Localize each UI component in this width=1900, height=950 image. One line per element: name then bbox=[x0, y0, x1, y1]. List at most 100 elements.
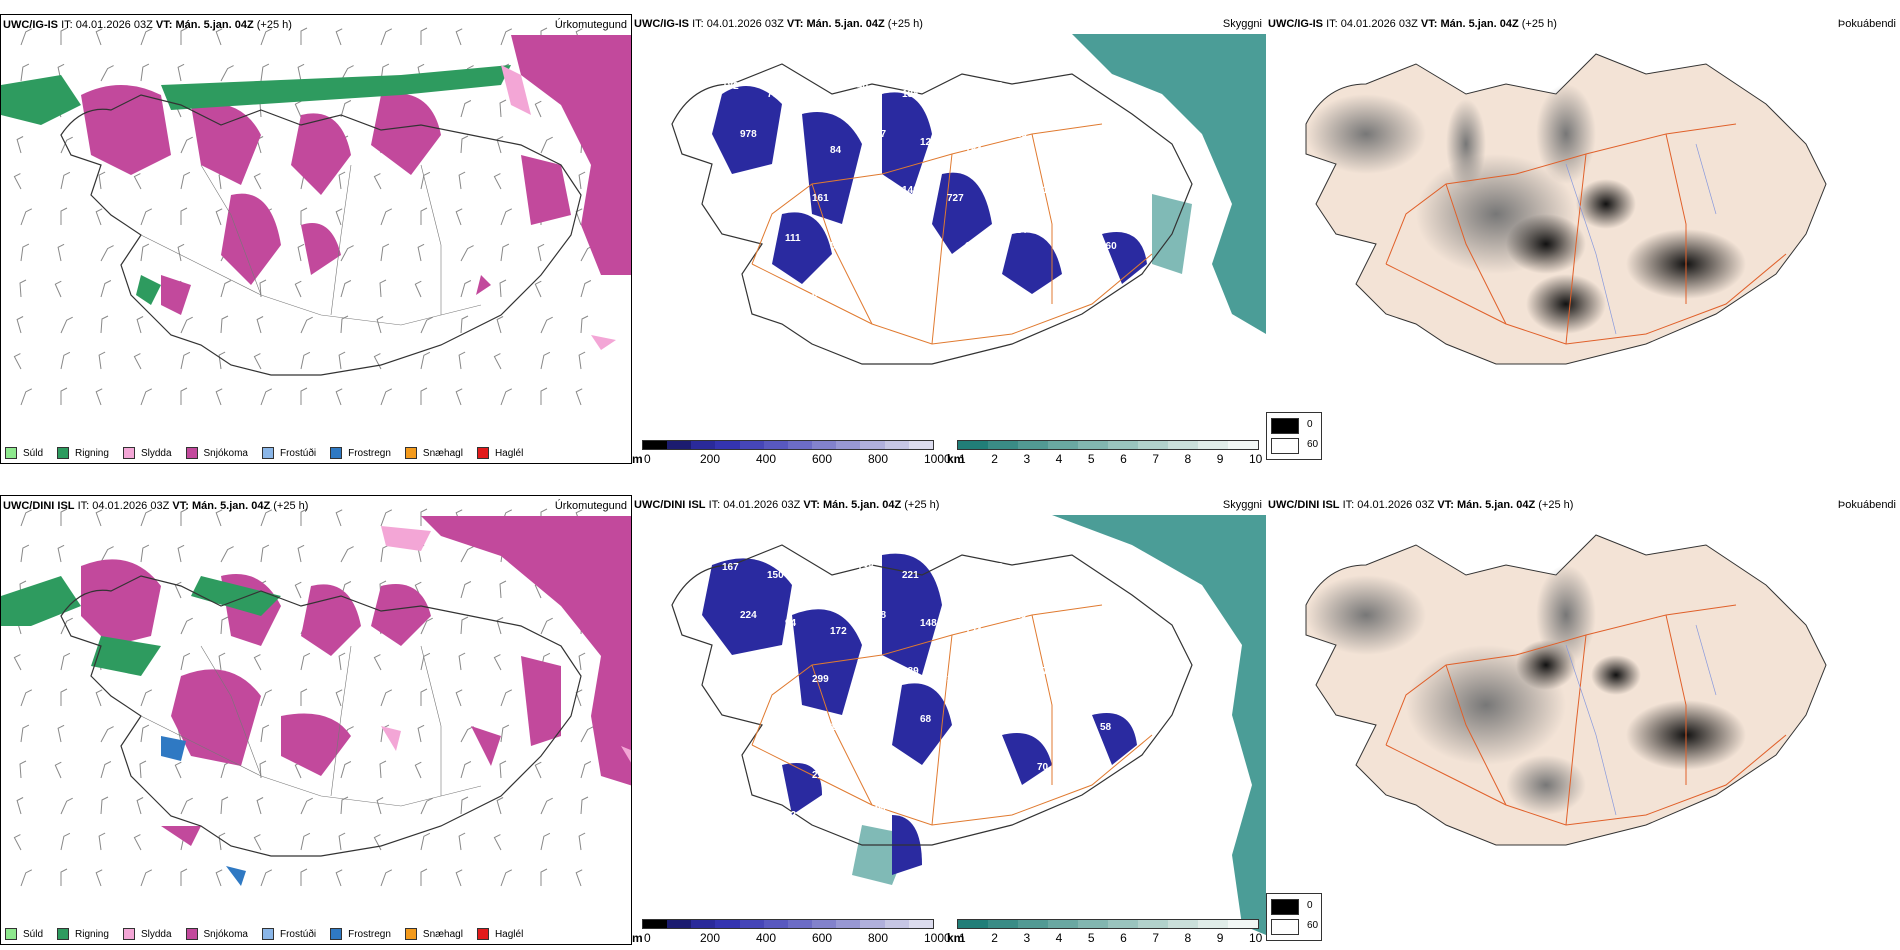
visibility-value: 17 bbox=[857, 754, 869, 765]
wind-barb bbox=[136, 797, 144, 815]
colorbar-tick: 2 bbox=[991, 452, 998, 464]
vt-value: Mán. 5.jan. 04Z bbox=[1456, 499, 1536, 511]
visibility-value: 92 bbox=[785, 810, 797, 821]
it-label: IT: bbox=[61, 19, 73, 31]
wind-barb bbox=[373, 353, 382, 370]
wind-barb bbox=[575, 388, 583, 406]
wind-barb bbox=[460, 616, 469, 635]
wind-barb bbox=[300, 387, 308, 405]
wind-barb bbox=[460, 796, 469, 815]
wind-barb bbox=[420, 868, 428, 886]
visibility-value: 21 bbox=[812, 770, 824, 781]
wind-barb bbox=[340, 546, 354, 563]
visibility-value: 331 bbox=[767, 666, 784, 677]
wind-barb bbox=[460, 761, 472, 779]
visibility-value: 93 bbox=[902, 281, 914, 292]
wind-barb bbox=[455, 208, 463, 226]
visibility-value: 189 bbox=[965, 241, 982, 252]
wind-barb bbox=[499, 99, 507, 118]
colorbar-tick: 8 bbox=[1184, 931, 1192, 945]
wind-barb bbox=[54, 280, 62, 298]
wind-barb bbox=[177, 63, 185, 82]
visibility-value: 153 bbox=[1055, 714, 1072, 725]
legend-item: Snæhagl bbox=[404, 447, 463, 459]
wind-barb bbox=[373, 173, 382, 190]
wind-barb bbox=[180, 316, 193, 334]
wind-barb bbox=[180, 171, 191, 190]
visibility-value: 69 bbox=[875, 225, 887, 236]
visibility-value: 395 bbox=[947, 674, 964, 685]
legend-swatch bbox=[330, 447, 343, 459]
legend-label: Haglél bbox=[494, 447, 524, 459]
visibility-value: 147 bbox=[722, 658, 739, 669]
wind-barb bbox=[220, 65, 234, 82]
wind-barb bbox=[420, 316, 433, 334]
wind-barb bbox=[455, 388, 463, 406]
wind-barb bbox=[253, 353, 262, 370]
model-name: UWC/DINI ISL bbox=[634, 499, 706, 511]
sleet-areas bbox=[501, 65, 616, 350]
visibility-map: 167 150 106 138 221 364 98 123 226 224 94 172 28 148 1… bbox=[671, 515, 1266, 935]
visibility-value: 263 bbox=[1055, 137, 1072, 148]
wind-barb bbox=[95, 689, 103, 707]
panel-header: UWC/IG-IS IT: 04.01.2026 03Z VT: Mán. 5.… bbox=[3, 19, 292, 31]
visibility-value: 364 bbox=[947, 578, 964, 589]
colorbar-tick: 400 bbox=[756, 931, 777, 945]
colorbar-segment bbox=[1168, 441, 1198, 449]
legend-label: Súld bbox=[23, 928, 44, 940]
wind-barb bbox=[260, 63, 270, 82]
visibility-value: 289 bbox=[902, 666, 919, 677]
wind-barb bbox=[20, 28, 33, 46]
panel-header: UWC/IG-IS IT: 04.01.2026 03Z VT: Mán. 5.… bbox=[1268, 18, 1557, 30]
lead-time: (+25 h) bbox=[1521, 18, 1557, 30]
visibility-value: 182 bbox=[722, 81, 739, 92]
wind-barb bbox=[133, 173, 142, 190]
wind-barb bbox=[220, 796, 229, 815]
wind-barb bbox=[20, 63, 30, 82]
legend-label: Snjókoma bbox=[203, 928, 248, 940]
it-value: 04.01.2026 03Z bbox=[75, 19, 153, 31]
colorbar-unit: m bbox=[632, 452, 643, 464]
visibility-value: 84 bbox=[830, 145, 842, 156]
colorbar-segment bbox=[988, 441, 1018, 449]
visibility-value: 106 bbox=[920, 233, 937, 244]
wind-barb bbox=[297, 544, 305, 563]
visibility-value: 167 bbox=[722, 562, 739, 573]
panel-title: Skyggni bbox=[1222, 18, 1262, 30]
visibility-value: 221 bbox=[902, 570, 919, 581]
wind-barb bbox=[95, 509, 103, 527]
fog-legend-swatch bbox=[1271, 438, 1299, 454]
wind-barb bbox=[420, 508, 428, 526]
wind-barb bbox=[95, 28, 103, 46]
wind-barb bbox=[335, 869, 343, 887]
wind-barb bbox=[180, 652, 191, 671]
panel-header: UWC/DINI ISL IT: 04.01.2026 03Z VT: Mán.… bbox=[634, 499, 939, 511]
wind-barb bbox=[140, 208, 153, 226]
visibility-value: 116 bbox=[992, 754, 1009, 765]
colorbar-unit: km bbox=[947, 931, 965, 945]
wind-barb bbox=[340, 315, 349, 334]
wind-barb bbox=[140, 63, 150, 82]
roads bbox=[140, 164, 482, 326]
visibility-colorbar: km 1 2 3 4 5 6 7 8 9 10 bbox=[947, 919, 1262, 945]
vt-value: Mán. 5.jan. 04Z bbox=[822, 499, 902, 511]
legend-label: Snæhagl bbox=[422, 447, 463, 459]
colorbar-tick: 10 bbox=[1249, 931, 1263, 945]
legend-swatch bbox=[185, 447, 198, 459]
wind-barb bbox=[60, 868, 68, 886]
visibility-value: 973 bbox=[1037, 666, 1054, 677]
precip-map bbox=[1, 27, 631, 406]
visibility-value: 119 bbox=[1010, 706, 1027, 717]
legend-item: Súld bbox=[5, 447, 43, 459]
wind-barb bbox=[16, 316, 24, 334]
wind-barb bbox=[60, 688, 68, 706]
colorbar-segment bbox=[884, 441, 909, 449]
lead-time: (+25 h) bbox=[1538, 499, 1574, 511]
snow-areas bbox=[81, 35, 631, 315]
wind-barb bbox=[60, 387, 68, 405]
colorbar-strip bbox=[957, 919, 1259, 929]
wind-barb bbox=[496, 617, 504, 635]
colorbar-tick: 800 bbox=[868, 931, 889, 945]
fog-legend-swatch bbox=[1271, 899, 1299, 915]
low-visibility-sea bbox=[1072, 34, 1266, 334]
